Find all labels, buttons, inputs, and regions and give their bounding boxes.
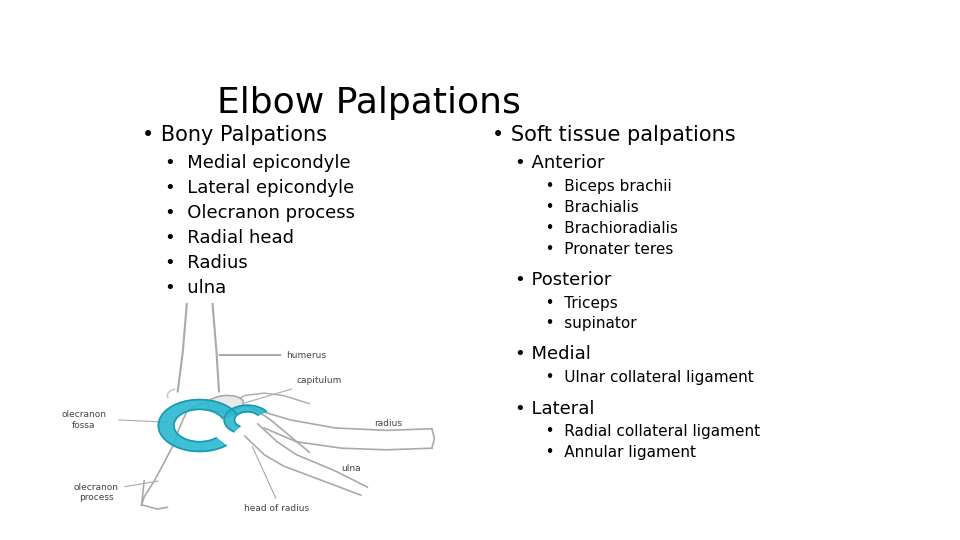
Text: •  Radius: • Radius	[142, 254, 248, 272]
Text: olecranon
fossa: olecranon fossa	[61, 410, 106, 429]
Text: capitulum: capitulum	[245, 376, 342, 403]
Text: •  Brachialis: • Brachialis	[492, 200, 638, 215]
Text: • Bony Palpations: • Bony Palpations	[142, 125, 327, 145]
Text: •  Pronater teres: • Pronater teres	[492, 241, 673, 256]
Text: • Lateral: • Lateral	[492, 400, 594, 417]
Text: •  Annular ligament: • Annular ligament	[492, 446, 696, 460]
Text: ulna: ulna	[342, 464, 361, 473]
Text: • Posterior: • Posterior	[492, 271, 612, 288]
Text: •  Brachioradialis: • Brachioradialis	[492, 221, 678, 236]
Text: • Anterior: • Anterior	[492, 154, 605, 172]
Text: radius: radius	[373, 420, 402, 428]
Ellipse shape	[207, 395, 244, 412]
Text: humerus: humerus	[286, 350, 326, 360]
Text: •  Biceps brachii: • Biceps brachii	[492, 179, 672, 194]
Text: •  Olecranon process: • Olecranon process	[142, 204, 355, 222]
Text: •  Radial head: • Radial head	[142, 229, 295, 247]
Text: • Medial: • Medial	[492, 346, 590, 363]
Polygon shape	[225, 406, 266, 431]
Text: • Soft tissue palpations: • Soft tissue palpations	[492, 125, 735, 145]
Polygon shape	[158, 400, 236, 451]
Text: •  ulna: • ulna	[142, 279, 227, 297]
Text: olecranon
process: olecranon process	[74, 483, 119, 502]
Text: •  Medial epicondyle: • Medial epicondyle	[142, 154, 351, 172]
Text: •  Triceps: • Triceps	[492, 295, 617, 310]
Text: •  Ulnar collateral ligament: • Ulnar collateral ligament	[492, 370, 754, 386]
Text: •  Radial collateral ligament: • Radial collateral ligament	[492, 424, 760, 440]
Text: Elbow Palpations: Elbow Palpations	[217, 85, 520, 119]
Text: •  Lateral epicondyle: • Lateral epicondyle	[142, 179, 354, 197]
Text: head of radius: head of radius	[245, 504, 310, 514]
Text: •  supinator: • supinator	[492, 316, 636, 332]
